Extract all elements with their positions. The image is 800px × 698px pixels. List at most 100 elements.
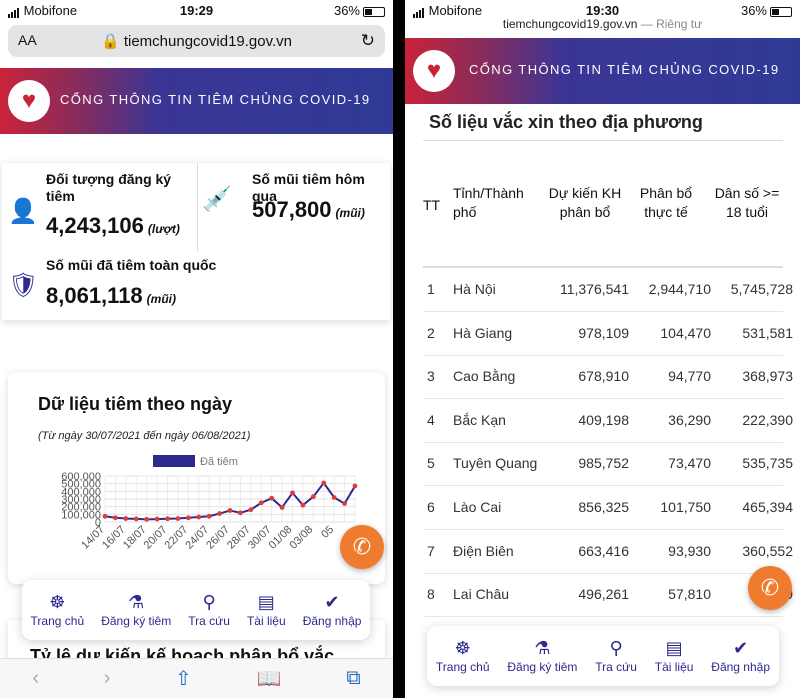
table-cell: 465,394 [742, 499, 793, 515]
line-chart: Đã tiêm 600,000500,000400,000300,000200,0… [61, 455, 358, 552]
y-tick-label: 200,000 [61, 502, 101, 514]
nav-item[interactable]: ☸ Trang chủ [31, 592, 85, 628]
data-point [217, 511, 222, 516]
private-label: — Riêng tư [640, 17, 703, 31]
bottom-nav: ☸ Trang chủ ⚗ Đăng ký tiêm ⚲ Tra cứu ▤ Tài liệu… [22, 580, 370, 640]
col-planned: Dự kiến KH phân bổ [548, 185, 622, 220]
data-point [165, 516, 170, 522]
section-title: Số liệu vắc xin theo địa phương [429, 112, 703, 132]
table-row: 1 Hà Nội 11,376,541 2,944,710 5,745,728 [423, 268, 793, 312]
table-cell: 36,290 [668, 411, 711, 428]
table-cell: 222,390 [742, 411, 793, 428]
nav-item[interactable]: ▤ Tài liệu [655, 638, 694, 674]
data-point [206, 513, 212, 519]
table-row: 3 Cao Bằng 678,910 94,770 368,973 [423, 355, 793, 400]
nav-item[interactable]: ⚗ Đăng ký tiêm [101, 592, 171, 628]
table-row: 4 Bắc Kạn 409,198 36,290 222,390 [423, 399, 793, 443]
table-cell: Cao Bằng [453, 368, 516, 385]
nav-label: Trang chủ [435, 660, 490, 674]
nav-label: Tài liệu [246, 614, 286, 628]
table-cell: 6 [427, 499, 435, 515]
heart-logo-icon[interactable]: ♥ [8, 80, 50, 122]
data-point [300, 502, 306, 508]
table-cell: Lai Châu [453, 586, 510, 603]
back-icon[interactable]: ‹ [32, 667, 40, 689]
reload-icon[interactable]: ↻ [360, 31, 375, 50]
nav-label: Tài liệu [654, 660, 694, 674]
table-cell: 985,752 [578, 455, 629, 472]
nav-item[interactable]: ⚗ Đăng ký tiêm [507, 638, 577, 674]
bookmarks-icon[interactable]: 📖 [256, 668, 282, 690]
col-population: Dân số >= 18 tuổi [714, 185, 780, 220]
battery-percent: 36% [740, 3, 767, 18]
y-tick-label: 400,000 [61, 486, 101, 498]
table-cell: 11,376,541 [559, 281, 629, 297]
y-tick-label: 100,000 [61, 509, 101, 521]
nav-label: Đăng ký tiêm [101, 614, 172, 628]
tabs-icon[interactable]: ⧉ [346, 667, 361, 689]
y-tick-label: 600,000 [61, 471, 101, 483]
nav-item[interactable]: ⚲ Tra cứu [595, 638, 637, 674]
syringe-icon: 💉 [202, 186, 232, 213]
col-province: Tỉnh/Thành phố [453, 185, 524, 220]
data-point [123, 516, 129, 521]
data-point [331, 495, 337, 500]
table-cell: Điện Biên [453, 542, 514, 559]
yesterday-value: 507,800 [252, 197, 332, 222]
chart-subtitle: (Từ ngày 30/07/2021 đến ngày 06/08/2021) [38, 430, 251, 442]
col-tt: TT [423, 197, 441, 213]
data-point [196, 514, 202, 520]
data-point [342, 501, 347, 506]
table-cell: 978,109 [578, 324, 629, 341]
status-bar: Mobifone 19:30 36% [405, 0, 800, 22]
y-tick-label: 300,000 [61, 494, 101, 506]
nav-label: Đăng nhập [302, 614, 362, 628]
divider [423, 140, 783, 141]
table-cell: Lào Cai [453, 499, 502, 515]
data-point [290, 490, 295, 496]
table-cell: 101,750 [660, 499, 711, 515]
table-cell: 7 [427, 542, 435, 559]
nav-label: Đăng nhập [711, 660, 770, 674]
site-title: CỔNG THÔNG TIN TIÊM CHỦNG COVID-19 [469, 62, 780, 77]
table-cell: 104,470 [660, 324, 711, 341]
address-bar[interactable]: AA 🔒 tiemchungcovid19.gov.vn ↻ [8, 25, 385, 57]
table-cell: 94,770 [668, 368, 711, 385]
registered-unit: (lượt) [147, 222, 180, 236]
data-point [248, 507, 254, 513]
phone-call-button[interactable]: ✆ [748, 566, 792, 610]
address-bar[interactable]: tiemchungcovid19.gov.vn — Riêng tư [405, 17, 800, 31]
table-cell: 5 [427, 455, 435, 472]
vaccine-icon: ⚗ [534, 638, 551, 658]
nav-item[interactable]: ⚲ Tra cứu [188, 592, 230, 628]
forward-icon[interactable]: › [103, 667, 111, 689]
table-cell: 856,325 [578, 499, 629, 515]
clock: 19:29 [179, 3, 214, 18]
phone-call-button[interactable]: ✆ [340, 525, 384, 569]
data-point [227, 508, 233, 513]
data-point [238, 510, 243, 516]
user-check-icon: ✔ [324, 592, 340, 612]
table-row: 7 Điện Biên 663,416 93,930 360,552 [423, 530, 793, 574]
search-icon: ⚲ [202, 592, 216, 612]
table-cell: Tuyên Quang [453, 455, 538, 472]
legend-label: Đã tiêm [200, 456, 238, 468]
nav-item[interactable]: ▤ Tài liệu [247, 592, 286, 628]
nav-label: Tra cứu [188, 614, 230, 628]
nav-item[interactable]: ✔ Đăng nhập [303, 592, 362, 628]
data-point [133, 516, 139, 522]
reader-button[interactable]: AA [18, 32, 37, 48]
nav-item[interactable]: ☸ Trang chủ [436, 638, 490, 674]
total-value: 8,061,118 [46, 283, 143, 308]
share-icon[interactable]: ⇧ [175, 668, 192, 690]
nav-item[interactable]: ✔ Đăng nhập [711, 638, 770, 674]
heart-logo-icon[interactable]: ♥ [413, 50, 455, 92]
carrier: Mobifone [23, 3, 78, 18]
data-point [321, 480, 327, 486]
table-cell: 2 [427, 324, 435, 341]
right-screen: Mobifone 19:30 36% tiemchungcovid19.gov.… [405, 0, 800, 698]
safari-toolbar: ‹ › ⇧ 📖 ⧉ [0, 658, 393, 698]
stats-card: 👤 Đối tượng đăng ký tiêm 4,243,106 (lượt)… [2, 163, 390, 320]
col-actual: Phân bổ thực tế [639, 185, 693, 220]
